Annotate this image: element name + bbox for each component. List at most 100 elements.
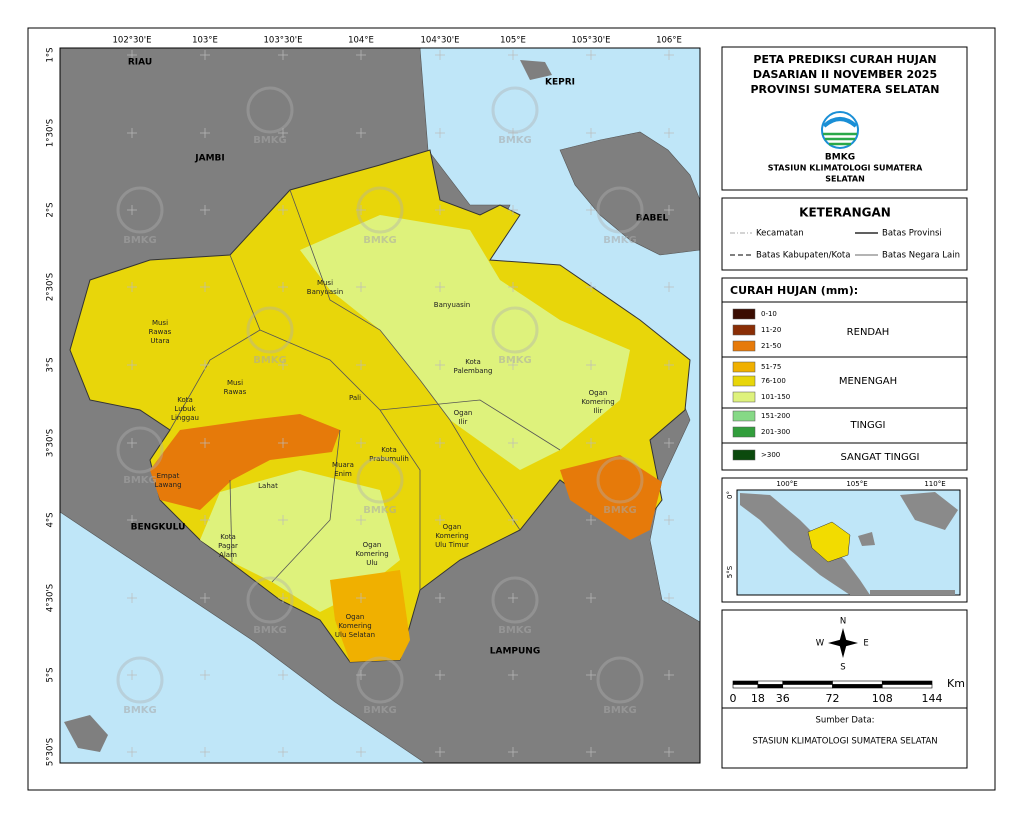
- region-label: KEPRI: [545, 78, 575, 88]
- class-label: 201-300: [761, 428, 790, 436]
- title: PROVINSI SUMATERA SELATAN: [750, 83, 939, 96]
- lat-label: 3°30'S: [46, 429, 56, 457]
- rain-legend-panel: [721, 277, 968, 471]
- scale-segment: [782, 680, 833, 685]
- lat-label: 5°S: [46, 667, 56, 682]
- class-label: 11-20: [761, 326, 781, 334]
- swatch: [732, 410, 756, 422]
- district-label: Banyuasin: [434, 301, 470, 309]
- class-label: 76-100: [761, 377, 786, 385]
- rain-legend-title: CURAH HUJAN (mm):: [730, 284, 858, 297]
- watermark-logo: [246, 306, 294, 354]
- district-label: Komering: [338, 622, 371, 630]
- district-label: Pali: [349, 394, 361, 402]
- rain-group: MENENGAH: [839, 376, 897, 387]
- swatch: [732, 449, 756, 461]
- compass-w: W: [816, 639, 825, 649]
- region-label: LAMPUNG: [490, 647, 540, 657]
- main-map: 102°30'E 103°E 103°30'E 104°E 104°30'E 1…: [46, 36, 701, 766]
- legend-title: KETERANGAN: [799, 206, 891, 220]
- inset-java: [870, 590, 955, 595]
- swatch: [732, 375, 756, 387]
- district-label: Kota: [220, 533, 236, 541]
- station: SELATAN: [825, 175, 865, 184]
- scale-unit: Km: [947, 677, 965, 690]
- lon-label: 103°30'E: [264, 36, 303, 46]
- lat-labels: 1°S 1°30'S 2°S 2°30'S 3°S 3°30'S 4°S 4°30'S 5°S 5…: [46, 47, 56, 766]
- lat-label: 3°S: [46, 357, 56, 372]
- scale-segment: [881, 680, 933, 685]
- watermark: BMKG: [603, 505, 637, 516]
- watermark: BMKG: [603, 705, 637, 716]
- graticule: [127, 50, 674, 757]
- title: PETA PREDIKSI CURAH HUJAN: [753, 53, 936, 66]
- watermark: BMKG: [498, 135, 532, 146]
- scale-label: 0: [730, 692, 737, 705]
- logo-text: BMKG: [825, 153, 855, 163]
- district-label: Musi: [317, 279, 333, 287]
- district-label: Ogan: [443, 523, 462, 531]
- class-label: >300: [761, 451, 780, 459]
- watermark: BMKG: [253, 355, 287, 366]
- inset-borneo: [900, 492, 958, 530]
- watermark-logo: [491, 306, 539, 354]
- scale-label: 36: [776, 692, 790, 705]
- scale-segment: [757, 684, 784, 689]
- title: DASARIAN II NOVEMBER 2025: [753, 68, 937, 81]
- source-label: Sumber Data:: [815, 716, 874, 726]
- watermark: BMKG: [498, 355, 532, 366]
- district-label: Empat: [157, 472, 180, 480]
- inset-sumatra: [740, 493, 870, 595]
- inset-lat: 5°S: [726, 565, 734, 578]
- scale-segment: [782, 684, 833, 689]
- legend-item: Kecamatan: [756, 229, 804, 239]
- scale-segment: [732, 680, 759, 685]
- watermark: BMKG: [123, 475, 157, 486]
- inset-lon: 105°E: [846, 480, 867, 488]
- class-label: 51-75: [761, 363, 781, 371]
- swatch: [732, 391, 756, 403]
- watermark-logo: [246, 86, 294, 134]
- scale-segment: [881, 684, 933, 689]
- watermark-logo: [356, 456, 404, 504]
- lon-label: 104°E: [348, 36, 374, 46]
- swatch: [732, 324, 756, 336]
- swatch: [732, 426, 756, 438]
- legend-lines-panel: [721, 197, 968, 271]
- district-label: Enim: [334, 470, 352, 478]
- watermark: BMKG: [363, 705, 397, 716]
- legend-item: Batas Kabupaten/Kota: [756, 251, 850, 261]
- watermark: BMKG: [123, 235, 157, 246]
- watermark-logo: [356, 656, 404, 704]
- swatch: [732, 361, 756, 373]
- boundary: [379, 399, 561, 451]
- lon-label: 105°30'E: [572, 36, 611, 46]
- outer-frame: [27, 27, 996, 791]
- district-label: Musi: [152, 319, 168, 327]
- arrow-we: [828, 639, 858, 647]
- district-labels: MusiBanyuasinBanyuasinMusiRawasUtaraMusi…: [149, 279, 615, 639]
- station: STASIUN KLIMATOLOGI SUMATERA: [768, 164, 923, 173]
- watermark-logo: [116, 426, 164, 474]
- region-label: JAMBI: [194, 154, 224, 164]
- district-label: Ulu Selatan: [335, 631, 375, 639]
- legend-item: Batas Negara Lain: [882, 251, 960, 261]
- inset-province: [807, 521, 851, 563]
- rain-classes: 0-10 11-20 21-50 51-75 76-100 101-150 151-200 2…: [732, 308, 790, 461]
- region-label: BENGKULU: [131, 523, 186, 533]
- watermark-logo: [491, 576, 539, 624]
- lat-label: 4°30'S: [46, 584, 56, 612]
- class-label: 101-150: [761, 393, 790, 401]
- district-label: Ogan: [454, 409, 473, 417]
- inset-island: [858, 532, 875, 546]
- scale-label: 108: [872, 692, 893, 705]
- lon-label: 103°E: [192, 36, 218, 46]
- scale-segment: [757, 680, 784, 685]
- class-label: 21-50: [761, 342, 781, 350]
- boundary: [271, 429, 341, 583]
- watermark: BMKG: [253, 135, 287, 146]
- district-label: Ulu: [366, 559, 378, 567]
- logo: [821, 111, 859, 149]
- region-label: RIAU: [128, 58, 152, 68]
